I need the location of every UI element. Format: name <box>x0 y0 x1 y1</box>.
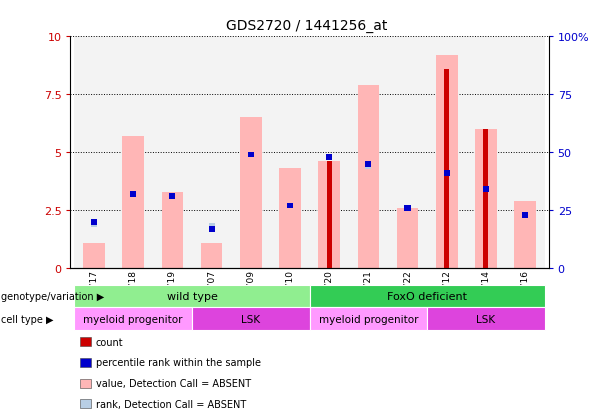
Bar <box>444 69 449 268</box>
Bar <box>169 194 175 199</box>
Bar <box>475 130 497 268</box>
Text: wild type: wild type <box>167 291 218 301</box>
Bar <box>357 86 379 268</box>
Bar <box>248 152 254 158</box>
Bar <box>123 137 144 268</box>
Text: percentile rank within the sample: percentile rank within the sample <box>96 358 261 368</box>
Text: GDS2720 / 1441256_at: GDS2720 / 1441256_at <box>226 19 387 33</box>
Bar <box>240 118 262 268</box>
Bar <box>287 203 293 209</box>
Bar <box>192 37 231 268</box>
Bar <box>506 37 545 268</box>
Bar <box>466 37 506 268</box>
Bar <box>427 37 466 268</box>
Bar <box>522 212 528 218</box>
Bar <box>484 130 489 268</box>
Bar <box>130 192 136 197</box>
Bar <box>522 212 528 218</box>
Text: count: count <box>96 337 123 347</box>
Bar <box>91 219 97 225</box>
Bar <box>310 37 349 268</box>
Bar <box>113 37 153 268</box>
Bar <box>287 203 293 209</box>
Text: cell type ▶: cell type ▶ <box>1 314 54 324</box>
Text: value, Detection Call = ABSENT: value, Detection Call = ABSENT <box>96 378 251 388</box>
Bar <box>483 187 489 193</box>
Text: LSK: LSK <box>241 314 261 324</box>
Text: rank, Detection Call = ABSENT: rank, Detection Call = ABSENT <box>96 399 246 409</box>
Bar <box>397 208 418 268</box>
Bar <box>436 56 457 268</box>
Bar <box>327 162 332 268</box>
Bar <box>208 226 215 232</box>
Bar <box>270 37 310 268</box>
Bar <box>318 162 340 268</box>
Bar <box>162 192 183 268</box>
Bar <box>74 37 113 268</box>
Bar <box>349 37 388 268</box>
Bar <box>279 169 301 268</box>
Bar <box>231 37 270 268</box>
Text: genotype/variation ▶: genotype/variation ▶ <box>1 291 104 301</box>
Text: LSK: LSK <box>476 314 495 324</box>
Bar <box>365 164 371 170</box>
Bar <box>153 37 192 268</box>
Bar <box>514 202 536 268</box>
Bar <box>83 243 105 268</box>
Bar <box>405 205 411 211</box>
Bar <box>444 171 450 176</box>
Bar <box>365 161 371 167</box>
Bar <box>169 194 175 199</box>
Bar <box>483 187 489 193</box>
Text: myeloid progenitor: myeloid progenitor <box>83 314 183 324</box>
Text: FoxO deficient: FoxO deficient <box>387 291 467 301</box>
Bar <box>444 171 450 176</box>
Bar <box>208 224 215 230</box>
Text: myeloid progenitor: myeloid progenitor <box>319 314 418 324</box>
Bar <box>201 243 223 268</box>
Bar <box>388 37 427 268</box>
Bar <box>130 192 136 197</box>
Bar <box>326 154 332 160</box>
Bar <box>91 222 97 228</box>
Bar <box>405 205 411 211</box>
